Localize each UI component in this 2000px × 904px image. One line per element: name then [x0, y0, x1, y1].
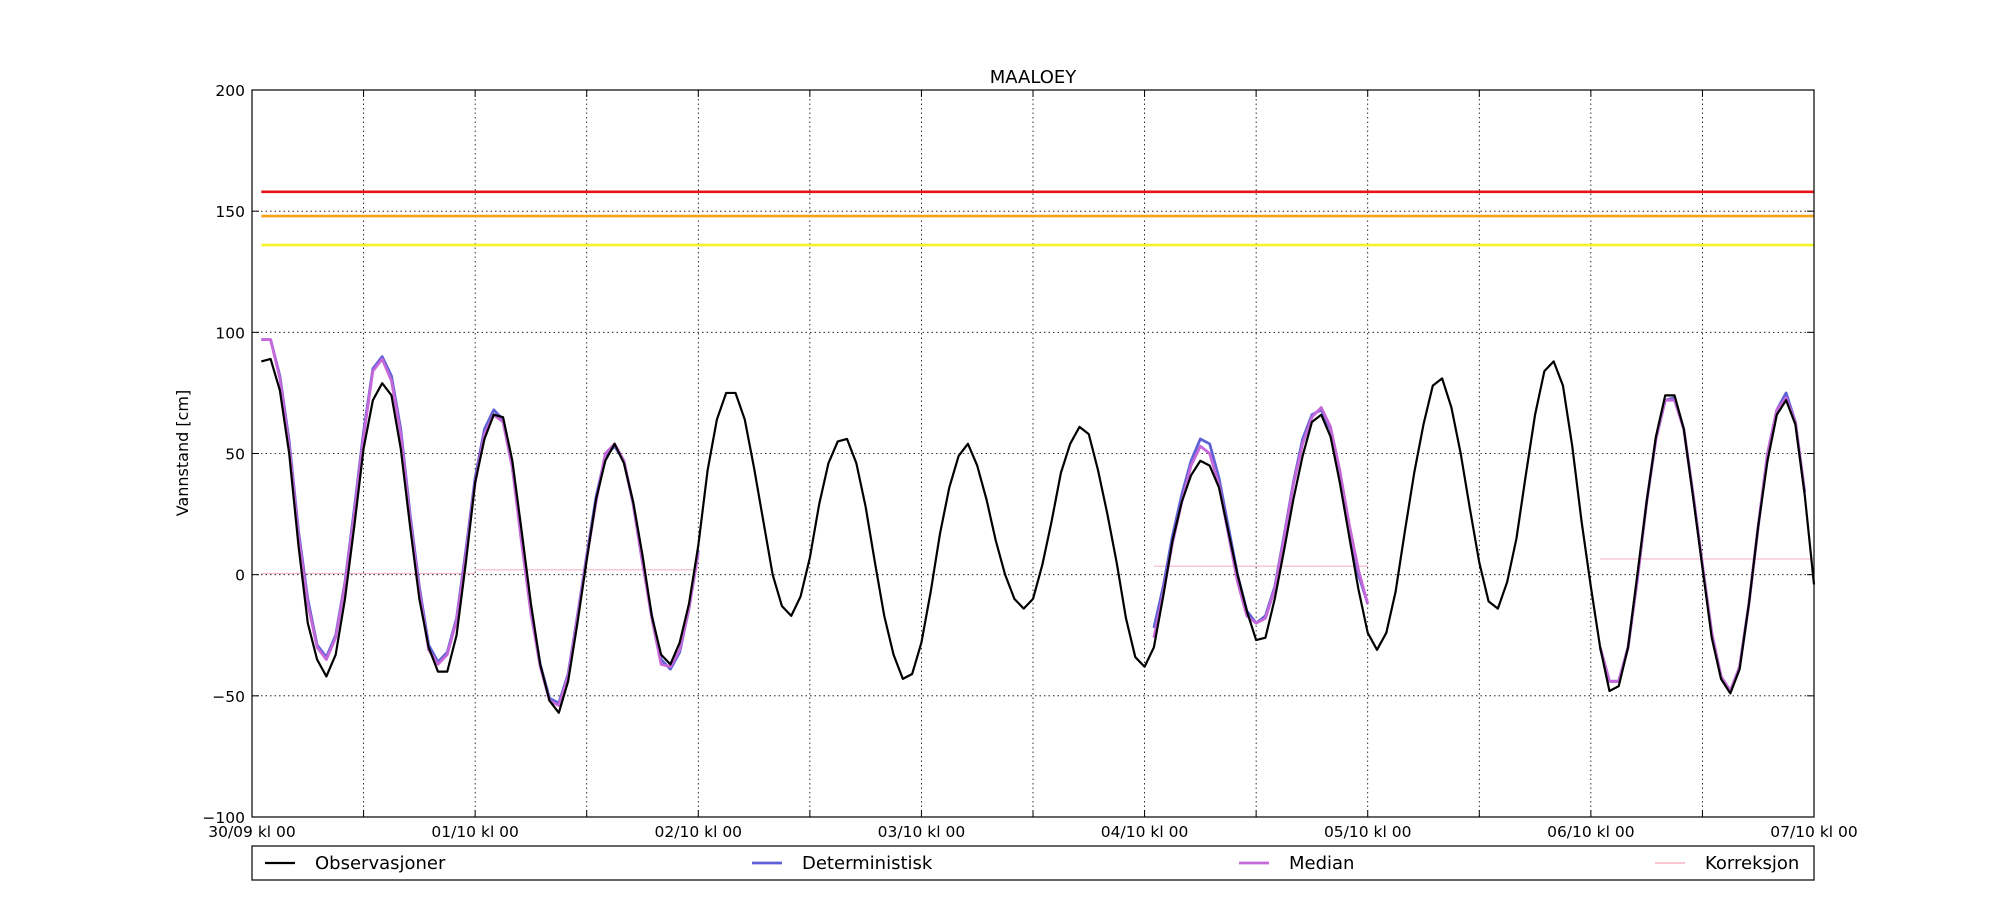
threshold-lines: [261, 190, 1814, 247]
x-tick-label: 05/10 kl 00: [1324, 823, 1412, 841]
x-tick-label: 01/10 kl 00: [431, 823, 519, 841]
legend-label-korreksjon: Korreksjon: [1705, 853, 1799, 874]
legend-label-deterministisk: Deterministisk: [802, 853, 933, 874]
y-tick-label: −100: [202, 809, 245, 827]
x-tick-label: 06/10 kl 00: [1547, 823, 1635, 841]
y-tick-label: 50: [225, 446, 245, 464]
series-segment-median: [1152, 406, 1370, 638]
x-tick-label: 03/10 kl 00: [878, 823, 966, 841]
legend-label-median: Median: [1289, 853, 1354, 874]
x-tick-label: 02/10 kl 00: [655, 823, 743, 841]
y-tick-label: −50: [212, 688, 245, 706]
legend-frame: [251, 845, 1815, 881]
y-tick-label: 100: [215, 324, 245, 342]
y-tick-label: 200: [215, 82, 245, 100]
series-lines: [261, 338, 1816, 714]
x-tick-label: 04/10 kl 00: [1101, 823, 1189, 841]
y-tick-label: 0: [235, 567, 245, 585]
legend-label-observasjoner: Observasjoner: [315, 853, 446, 874]
series-line-observasjoner: [261, 357, 1816, 714]
legend: Observasjoner Deterministisk Median Korreks…: [251, 845, 1815, 881]
y-axis-label: Vannstand [cm]: [173, 390, 192, 516]
axis-ticks: 30/09 kl 00 01/10 kl 00 02/10 kl 00 03/10 k…: [202, 82, 1857, 841]
grid-lines: [252, 90, 1814, 817]
y-tick-label: 150: [215, 203, 245, 221]
chart-title: MAALOEY: [990, 67, 1078, 88]
x-tick-label: 07/10 kl 00: [1770, 823, 1858, 841]
x-tick-label: 30/09 kl 00: [208, 823, 296, 841]
